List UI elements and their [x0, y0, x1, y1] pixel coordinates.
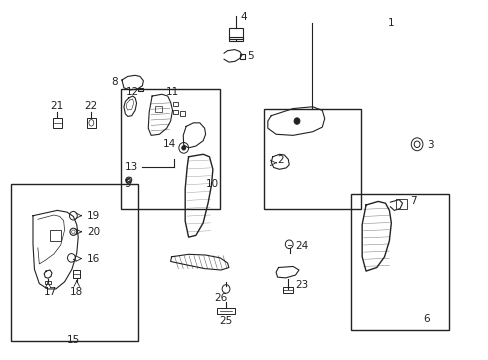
Text: 11: 11 [165, 87, 179, 98]
Bar [50, 230, 61, 241]
Text: 2: 2 [277, 156, 284, 165]
Bar [264, 109, 361, 208]
Text: 4: 4 [240, 13, 247, 22]
Text: 20: 20 [87, 227, 100, 237]
Ellipse shape [293, 118, 299, 124]
Text: 7: 7 [409, 197, 416, 206]
Text: 1: 1 [387, 18, 394, 28]
Bar [173, 102, 178, 107]
Bar [283, 287, 292, 293]
Bar [217, 307, 234, 314]
Text: 6: 6 [423, 314, 429, 324]
Bar [228, 28, 242, 39]
Bar [120, 89, 220, 208]
Text: 21: 21 [51, 102, 64, 111]
Bar [155, 106, 162, 112]
Text: 17: 17 [43, 287, 57, 297]
Text: 8: 8 [111, 77, 118, 87]
Text: 12: 12 [125, 87, 138, 98]
Bar [11, 184, 137, 341]
Bar [87, 118, 96, 128]
Text: 3: 3 [426, 140, 432, 150]
Ellipse shape [182, 146, 185, 150]
Bar [173, 110, 178, 114]
Text: 25: 25 [219, 316, 232, 327]
Text: 23: 23 [295, 280, 308, 291]
Bar [395, 199, 406, 208]
Text: 15: 15 [66, 335, 80, 345]
Text: 26: 26 [214, 293, 227, 302]
Text: 18: 18 [70, 287, 83, 297]
Bar [228, 37, 242, 41]
Text: 22: 22 [84, 102, 98, 111]
Bar [73, 270, 80, 278]
Text: 19: 19 [87, 211, 100, 221]
Text: 24: 24 [295, 241, 308, 251]
Bar [180, 111, 185, 116]
Text: 5: 5 [246, 51, 253, 61]
Bar [239, 54, 245, 59]
Bar [45, 281, 51, 284]
Text: 10: 10 [205, 179, 218, 189]
Bar [137, 88, 143, 91]
Text: 13: 13 [125, 162, 138, 172]
Bar [351, 194, 448, 330]
Text: 9: 9 [123, 179, 130, 189]
Bar [53, 118, 61, 128]
Text: 14: 14 [163, 139, 176, 149]
Text: 16: 16 [87, 253, 100, 264]
